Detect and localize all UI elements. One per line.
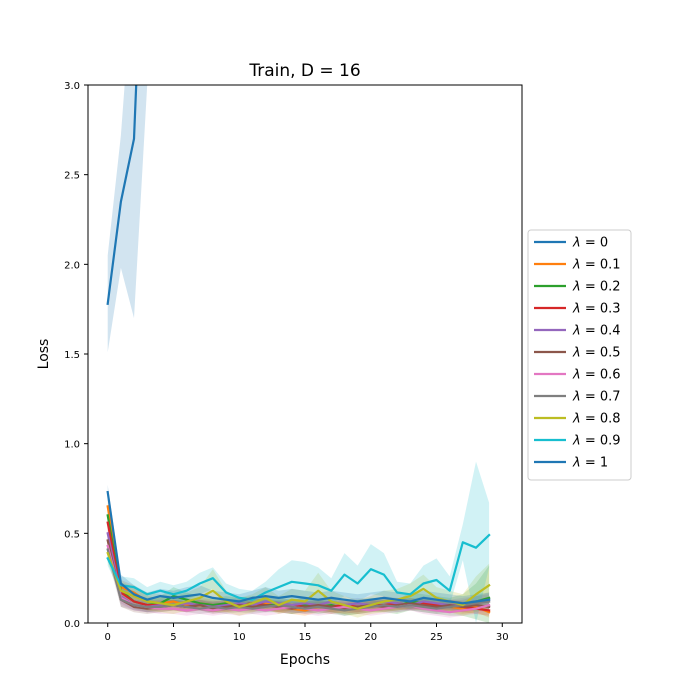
legend-value: = 0.6 — [581, 368, 621, 383]
legend-label-10: λ = 1 — [572, 456, 608, 471]
legend-value: = 0.3 — [581, 302, 621, 317]
legend-lambda: λ — [572, 280, 581, 295]
line-series-9 — [106, 533, 491, 601]
y-tick-label: 2.5 — [64, 171, 80, 182]
x-tick-label: 15 — [299, 632, 312, 643]
legend-value: = 0.1 — [581, 258, 621, 273]
legend-lambda: λ — [572, 324, 581, 339]
x-tick-label: 25 — [430, 632, 443, 643]
band-series-0 — [107, 85, 148, 353]
chart-title: Train, D = 16 — [248, 61, 360, 81]
y-tick-label: 2.0 — [64, 260, 80, 271]
legend-lambda: λ — [572, 236, 581, 251]
band-series-4 — [107, 524, 490, 613]
line-series-0 — [106, 85, 138, 306]
y-tick-label: 0.5 — [64, 529, 80, 540]
y-tick-label: 0.0 — [64, 619, 80, 630]
legend-label-7: λ = 0.7 — [572, 390, 621, 405]
legend-label-4: λ = 0.4 — [572, 324, 621, 339]
legend-label-0: λ = 0 — [572, 236, 608, 251]
band-series-10 — [107, 484, 490, 611]
legend-lambda: λ — [572, 434, 581, 449]
series-lines — [106, 85, 491, 614]
legend-lambda: λ — [572, 258, 581, 273]
y-axis-title: Loss — [36, 339, 52, 370]
legend: λ = 0λ = 0.1λ = 0.2λ = 0.3λ = 0.4λ = 0.5… — [527, 229, 632, 481]
x-tick-label: 20 — [364, 632, 377, 643]
x-axis-title: Epochs — [280, 652, 330, 668]
legend-value: = 0.4 — [581, 324, 621, 339]
x-tick-label: 0 — [105, 632, 111, 643]
legend-lambda: λ — [572, 346, 581, 361]
legend-lambda: λ — [572, 456, 581, 471]
x-tick-label: 10 — [233, 632, 246, 643]
legend-label-1: λ = 0.1 — [572, 258, 621, 273]
legend-lambda: λ — [572, 412, 581, 427]
legend-lambda: λ — [572, 390, 581, 405]
y-axis: 0.0 0.5 1.0 1.5 2.0 2.5 3.0 — [64, 81, 88, 630]
legend-lambda: λ — [572, 368, 581, 383]
legend-label-5: λ = 0.5 — [572, 346, 621, 361]
legend-value: = 0.5 — [581, 346, 621, 361]
y-tick-label: 3.0 — [64, 81, 80, 92]
legend-label-6: λ = 0.6 — [572, 368, 621, 383]
legend-value: = 1 — [581, 456, 608, 471]
line-series-8 — [106, 551, 491, 610]
x-tick-label: 5 — [170, 632, 176, 643]
y-tick-label: 1.5 — [64, 350, 80, 361]
y-tick-label: 1.0 — [64, 440, 80, 451]
legend-value: = 0.2 — [581, 280, 621, 295]
x-axis: 0 5 10 15 20 25 30 — [105, 623, 509, 643]
legend-value: = 0.8 — [581, 412, 621, 427]
legend-value: = 0 — [581, 236, 608, 251]
legend-label-9: λ = 0.9 — [572, 434, 621, 449]
legend-label-2: λ = 0.2 — [572, 280, 621, 295]
legend-label-3: λ = 0.3 — [572, 302, 621, 317]
legend-lambda: λ — [572, 302, 581, 317]
x-tick-label: 30 — [496, 632, 509, 643]
legend-value: = 0.7 — [581, 390, 621, 405]
legend-label-8: λ = 0.8 — [572, 412, 621, 427]
line-series-10 — [106, 490, 491, 605]
legend-value: = 0.9 — [581, 434, 621, 449]
